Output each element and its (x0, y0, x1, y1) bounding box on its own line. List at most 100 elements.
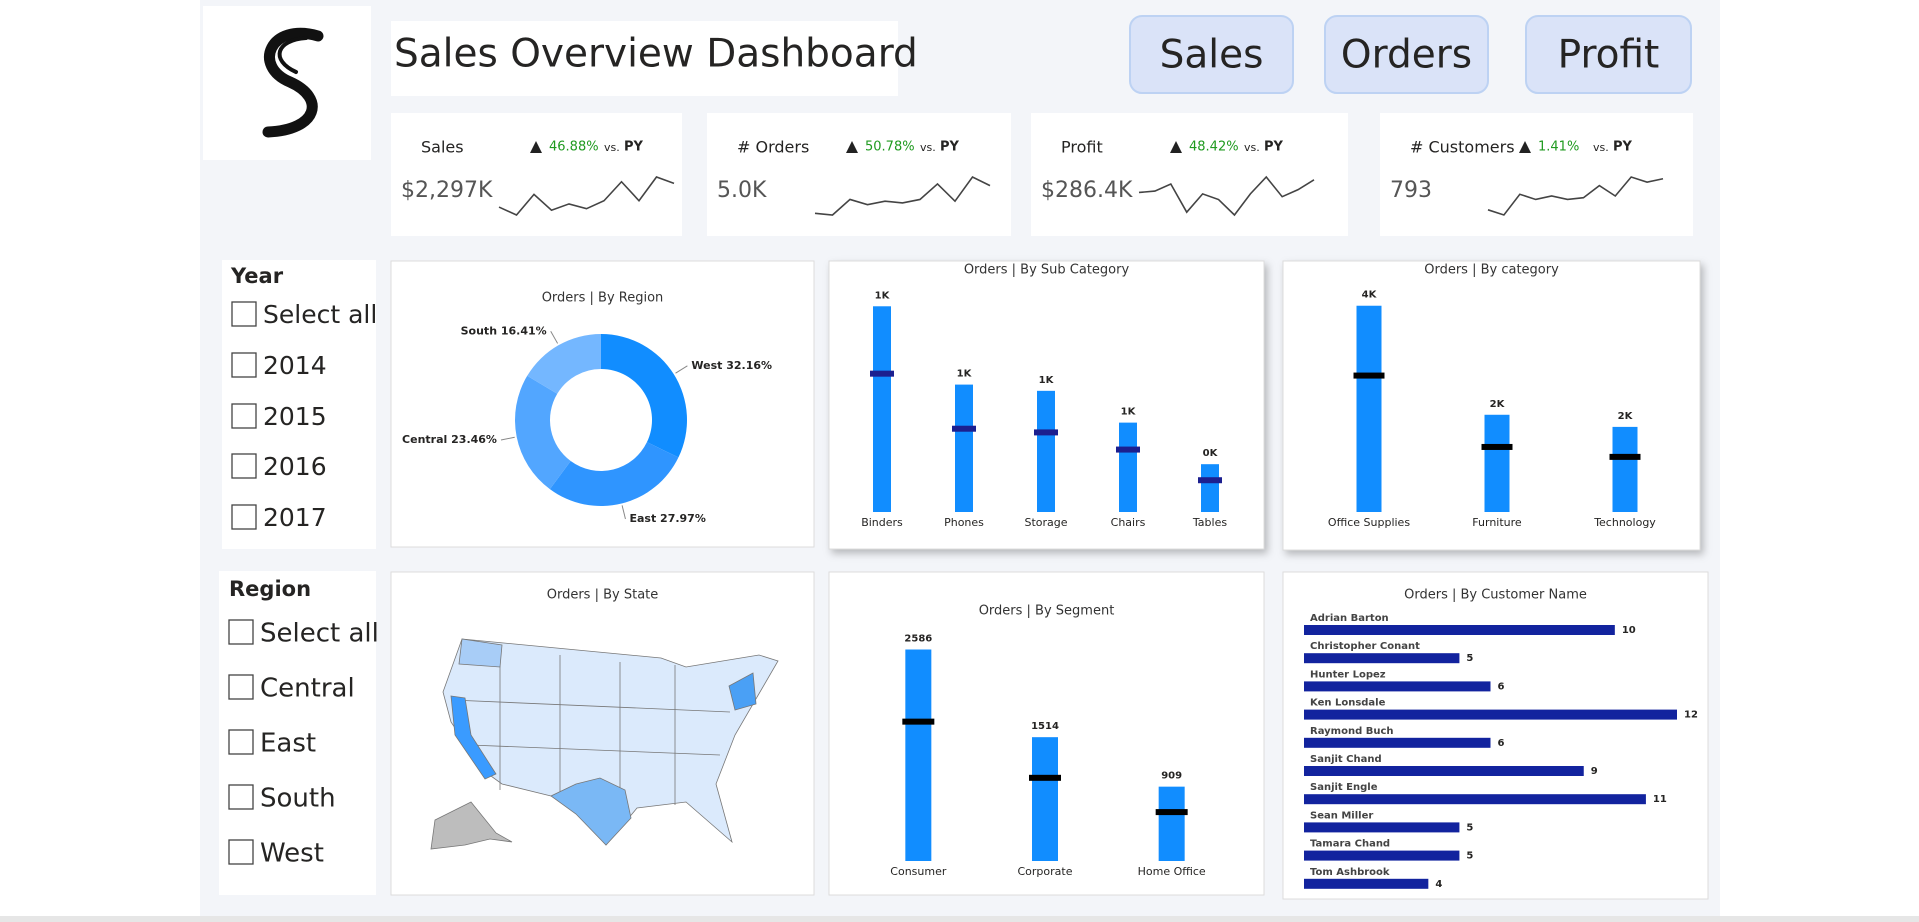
value-label: 9 (1591, 766, 1598, 777)
button-label[interactable]: Sales (1160, 33, 1264, 78)
option-label[interactable]: South (260, 784, 336, 814)
y-tick-label: Adrian Barton (1310, 613, 1389, 624)
slicer-option[interactable]: Select all (231, 300, 377, 329)
slicer-option[interactable]: 2016 (231, 452, 327, 481)
chart-title: Orders | By category (1424, 263, 1559, 278)
checkbox[interactable] (231, 453, 257, 479)
option-label[interactable]: East (260, 729, 316, 759)
kpi-vs: vs. (604, 141, 620, 154)
option-label[interactable]: Select all (263, 300, 377, 329)
bar (1304, 681, 1491, 692)
logo (262, 27, 324, 138)
x-tick-label: Chairs (1111, 516, 1146, 529)
option-label[interactable]: Select all (260, 619, 379, 649)
slicer-option[interactable]: East (228, 729, 316, 759)
button-bg[interactable] (1324, 15, 1489, 94)
bar (1201, 464, 1219, 512)
checkbox[interactable] (231, 403, 257, 429)
sparkline (1138, 175, 1315, 217)
slice-label: South 16.41% (461, 324, 547, 337)
value-label: 10 (1622, 625, 1636, 636)
x-tick-label: Home Office (1138, 865, 1206, 878)
option-label[interactable]: 2016 (263, 452, 327, 481)
button-label[interactable]: Profit (1558, 33, 1660, 78)
sparkline (1487, 176, 1664, 216)
button-bg[interactable] (1525, 15, 1692, 94)
kpi-vs: vs. (1244, 141, 1260, 154)
slicer-option[interactable]: 2014 (231, 351, 327, 380)
y-tick-label: Sanjit Chand (1310, 754, 1382, 765)
leader-line (550, 331, 559, 344)
kpi-py: PY (1613, 140, 1633, 155)
checkbox[interactable] (231, 504, 257, 530)
donut-slice (549, 442, 679, 507)
bar (955, 384, 973, 512)
kpi-card (1380, 113, 1693, 236)
chart-title: Orders | By Segment (979, 604, 1115, 619)
option-label[interactable]: Central (260, 674, 355, 704)
slice-value: 27.97% (660, 512, 706, 525)
option-label[interactable]: 2015 (263, 402, 327, 431)
option-label[interactable]: 2014 (263, 351, 327, 380)
leader-line (621, 505, 626, 520)
slicer-title: Year (230, 264, 284, 288)
slicer-option[interactable]: 2017 (231, 503, 327, 532)
kpi-value: $2,297K (401, 178, 493, 203)
checkbox[interactable] (231, 352, 257, 378)
chart-title: Orders | By Sub Category (964, 263, 1130, 278)
value-label: 1K (957, 369, 973, 380)
bar (1304, 850, 1460, 861)
slicer-option[interactable]: 2015 (231, 402, 327, 431)
x-tick-label: Technology (1593, 516, 1656, 529)
up-arrow (1170, 141, 1182, 153)
kpi-vs: vs. (920, 141, 936, 154)
target-marker (1029, 774, 1061, 781)
value-label: 12 (1684, 710, 1698, 721)
value-label: 1K (875, 290, 891, 301)
slicer-option[interactable]: West (228, 839, 324, 869)
button-bg[interactable] (1129, 15, 1294, 94)
kpi-py: PY (1264, 140, 1284, 155)
checkbox[interactable] (228, 839, 254, 865)
target-marker (1034, 429, 1058, 436)
donut-slice (527, 334, 601, 394)
value-label: 909 (1161, 771, 1182, 782)
option-label[interactable]: West (260, 839, 324, 869)
value-label: 6 (1498, 738, 1505, 749)
state-ak (430, 801, 513, 850)
value-label: 6 (1498, 681, 1505, 692)
value-label: 4K (1362, 290, 1378, 301)
checkbox[interactable] (231, 301, 257, 327)
nav-button[interactable]: Orders (1324, 15, 1489, 94)
checkbox[interactable] (228, 619, 254, 645)
nav-button[interactable]: Profit (1525, 15, 1692, 94)
bar (1304, 766, 1584, 776)
target-marker (952, 425, 976, 432)
checkbox[interactable] (228, 784, 254, 810)
slicer-option[interactable]: Select all (228, 619, 379, 649)
value-label: 2586 (904, 634, 932, 645)
checkbox[interactable] (228, 674, 254, 700)
button-label[interactable]: Orders (1341, 33, 1472, 78)
x-tick-label: Binders (861, 516, 903, 529)
slice-value: 16.41% (501, 324, 547, 337)
option-label[interactable]: 2017 (263, 503, 327, 532)
kpi-card (1031, 113, 1348, 236)
value-label: 1K (1039, 375, 1055, 386)
value-label: 2K (1490, 399, 1506, 410)
kpi-change: 1.41% (1538, 140, 1579, 155)
slicer-option[interactable]: South (228, 784, 336, 814)
y-tick-label: Ken Lonsdale (1310, 698, 1386, 709)
state-tx (550, 777, 632, 846)
slice-label: Central 23.46% (402, 433, 497, 446)
checkbox[interactable] (228, 729, 254, 755)
y-tick-label: Sanjit Engle (1310, 782, 1378, 793)
target-marker (1481, 443, 1513, 450)
y-tick-label: Tom Ashbrook (1310, 867, 1390, 878)
nav-button[interactable]: Sales (1129, 15, 1294, 94)
target-marker (1116, 446, 1140, 453)
slicer-option[interactable]: Central (228, 674, 355, 704)
state-ny (728, 672, 757, 711)
donut-slice (515, 375, 571, 490)
